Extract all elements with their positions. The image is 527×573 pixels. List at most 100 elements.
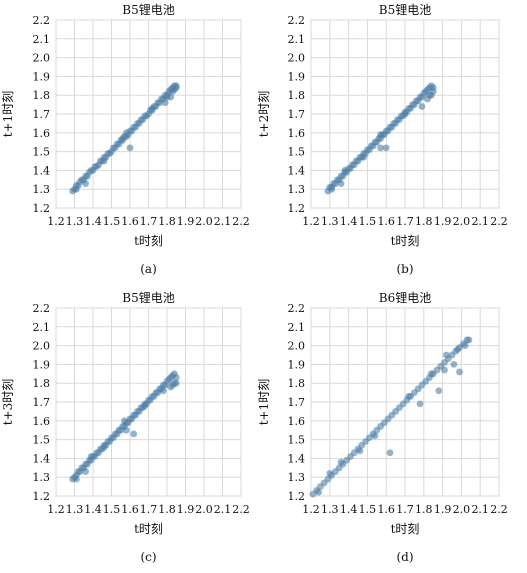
scatter-point [328,185,336,193]
x-tick-label: 1.4 [84,215,102,228]
x-tick-label: 1.3 [66,503,84,516]
y-axis-label: t+3时刻 [1,379,15,426]
y-tick-label: 2.1 [288,33,306,46]
chart-title: B5锂电池 [122,290,174,305]
scatter-point [163,93,171,101]
x-tick-label: 1.9 [434,215,452,228]
x-tick-label: 2.2 [490,215,508,228]
scatter-point [401,110,409,118]
x-tick-label: 1.8 [415,503,433,516]
panel-caption: (a) [140,262,157,276]
x-tick-label: 2.0 [453,215,471,228]
x-tick-label: 1.9 [434,503,452,516]
scatter-point [141,402,149,410]
scatter-point [122,129,130,137]
scatter-point [126,144,134,152]
y-tick-label: 1.6 [288,415,306,428]
y-tick-label: 1.8 [33,89,51,102]
y-tick-label: 1.7 [288,108,306,121]
x-tick-label: 2.1 [214,215,232,228]
y-tick-label: 1.2 [33,490,51,503]
y-tick-label: 1.9 [288,70,306,83]
scatter-point [442,351,450,359]
x-tick-label: 1.9 [177,503,195,516]
y-tick-label: 1.5 [33,434,51,447]
scatter-point [119,135,126,142]
scatter-point [121,417,128,425]
x-axis-label: t时刻 [134,522,163,536]
scatter-point [159,387,167,395]
y-tick-label: 1.3 [288,471,306,484]
y-tick-label: 1.7 [288,396,306,409]
scatter-point [377,131,384,139]
scatter-point [122,426,130,434]
scatter-point [424,95,431,103]
chart-title: B5锂电池 [122,2,174,17]
y-tick-label: 1.8 [288,89,306,102]
x-axis-label: t时刻 [134,234,163,248]
panel-caption: (d) [396,550,413,564]
x-tick-label: 1.7 [140,503,158,516]
scatter-point [172,374,180,381]
scatter-point [148,104,156,112]
scatter-point [441,366,448,374]
y-tick-label: 2.0 [288,52,306,65]
x-tick-label: 1.5 [359,215,377,228]
x-tick-label: 1.7 [396,215,414,228]
scatter-point [315,488,322,496]
scatter-point [337,458,345,466]
scatter-point [326,470,334,477]
x-tick-label: 1.5 [103,503,121,516]
y-tick-label: 1.7 [33,108,51,121]
x-tick-label: 1.7 [396,503,414,516]
x-tick-label: 1.8 [158,503,176,516]
scatter-point [360,153,368,161]
scatter-point [386,449,394,457]
x-tick-label: 1.4 [340,503,358,516]
y-axis-label: t+2时刻 [257,91,271,138]
scatter-point [341,167,349,174]
y-tick-label: 2.0 [33,340,51,353]
scatter-point [87,453,95,460]
x-tick-label: 2.2 [490,503,508,516]
x-tick-label: 2.0 [195,503,213,516]
scatter-point [72,475,80,483]
y-tick-label: 1.2 [288,490,306,503]
chart-title: B5锂电池 [379,2,431,17]
scatter-point [172,84,180,92]
x-tick-label: 1.2 [302,503,320,516]
scatter-point [405,392,413,400]
y-tick-label: 2.1 [33,321,51,334]
scatter-point [161,99,169,107]
y-tick-label: 1.6 [33,127,51,140]
x-tick-label: 1.7 [140,215,158,228]
x-tick-label: 1.6 [377,215,395,228]
scatter-point [427,370,435,378]
scatter-point [435,387,443,395]
y-tick-label: 1.2 [33,202,51,215]
x-tick-label: 1.8 [158,215,176,228]
x-axis-label: t时刻 [391,234,420,248]
scatter-point [377,144,384,152]
x-tick-label: 1.9 [177,215,195,228]
scatter-point [461,342,469,349]
x-tick-label: 1.4 [340,215,358,228]
x-tick-label: 1.3 [321,503,339,516]
y-tick-label: 1.3 [288,183,306,196]
y-tick-label: 1.9 [288,358,306,371]
y-tick-label: 2.2 [33,302,51,315]
y-tick-label: 1.4 [33,452,51,465]
x-tick-label: 1.2 [47,215,65,228]
x-axis-label: t时刻 [391,522,420,536]
scatter-point [130,430,138,438]
x-tick-label: 2.2 [232,215,250,228]
x-tick-label: 1.5 [359,503,377,516]
panel-caption: (b) [396,262,413,276]
x-tick-label: 1.6 [121,215,139,228]
x-tick-label: 2.1 [471,215,489,228]
y-tick-label: 1.2 [288,202,306,215]
x-tick-label: 2.1 [471,503,489,516]
y-tick-label: 1.6 [288,127,306,140]
scatter-point [337,180,345,187]
